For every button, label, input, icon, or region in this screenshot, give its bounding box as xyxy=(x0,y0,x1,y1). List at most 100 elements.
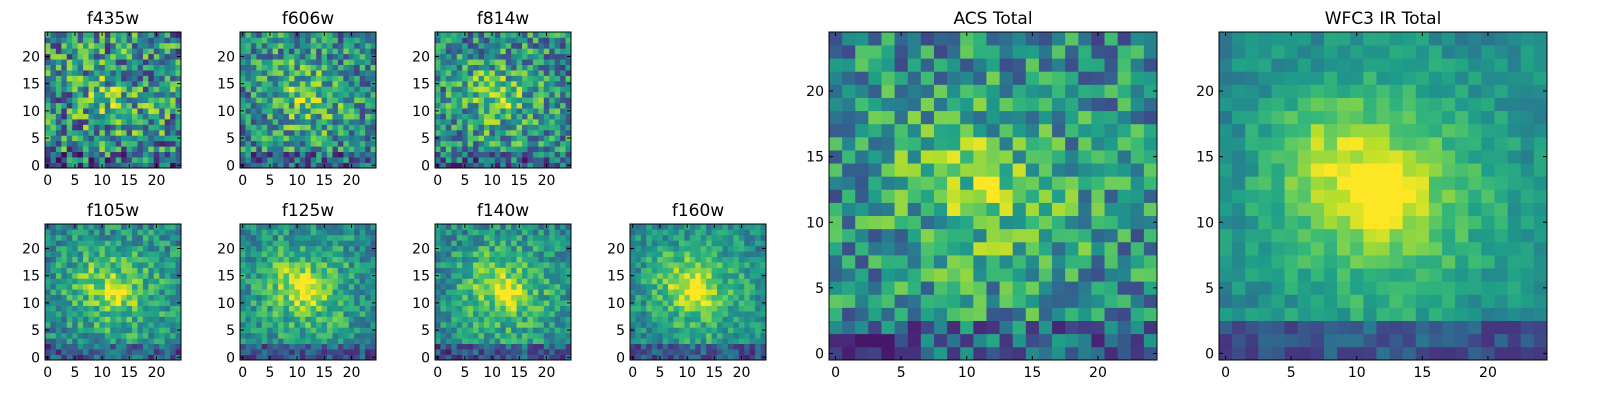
heatmap-cell xyxy=(142,289,149,296)
heatmap-cell xyxy=(278,354,284,361)
heatmap-cell xyxy=(267,129,273,136)
heatmap-cell xyxy=(532,32,539,38)
heatmap-cell xyxy=(445,140,452,147)
heatmap-cell xyxy=(110,354,117,361)
heatmap-cell xyxy=(316,311,322,317)
heatmap-cell xyxy=(148,75,155,82)
heatmap-cell xyxy=(321,146,328,153)
x-tick-label: 5 xyxy=(70,365,79,381)
heatmap-cell xyxy=(445,124,452,131)
heatmap-cell xyxy=(727,294,734,301)
heatmap-cell xyxy=(511,135,517,142)
heatmap-cell xyxy=(868,294,882,308)
y-tick-label: 10 xyxy=(22,104,40,120)
heatmap-cell xyxy=(170,338,176,345)
heatmap-cell xyxy=(299,108,306,114)
x-tick-label: 10 xyxy=(483,365,501,381)
heatmap-cell xyxy=(278,97,284,104)
heatmap-cell xyxy=(842,320,856,335)
heatmap-cell xyxy=(554,278,561,285)
heatmap-cell xyxy=(126,119,133,125)
heatmap-cell xyxy=(527,64,534,71)
heatmap-cell xyxy=(61,332,68,339)
heatmap-cell xyxy=(727,267,734,274)
heatmap-cell xyxy=(299,278,306,285)
heatmap-cell xyxy=(272,86,279,93)
heatmap-cell xyxy=(532,146,539,153)
heatmap-cell xyxy=(711,332,718,339)
heatmap-cell xyxy=(527,80,534,87)
heatmap-cell xyxy=(245,305,252,312)
heatmap-cell xyxy=(99,108,106,114)
heatmap-cell xyxy=(110,300,117,306)
heatmap-cell xyxy=(170,267,176,274)
heatmap-cell xyxy=(760,240,767,247)
heatmap-cell xyxy=(359,289,366,296)
heatmap-cell xyxy=(538,91,545,98)
heatmap-cell xyxy=(240,338,246,345)
heatmap-cell xyxy=(77,311,84,317)
heatmap-cell xyxy=(310,108,317,114)
heatmap-cell xyxy=(148,42,155,49)
heatmap-cell xyxy=(560,349,566,355)
y-tick-label: 20 xyxy=(22,50,40,66)
heatmap-cell xyxy=(456,108,463,114)
heatmap-cell xyxy=(673,267,680,274)
heatmap-cell xyxy=(881,189,895,203)
heatmap-cell xyxy=(115,311,122,317)
heatmap-cell xyxy=(148,278,155,285)
heatmap-cell xyxy=(278,305,284,312)
heatmap-cell xyxy=(175,48,182,55)
heatmap-cell xyxy=(175,70,182,76)
heatmap-cell xyxy=(365,91,371,98)
heatmap-cell xyxy=(337,311,344,317)
heatmap-cell xyxy=(365,80,371,87)
heatmap-cell xyxy=(511,91,517,98)
heatmap-cell xyxy=(920,268,935,282)
heatmap-cell xyxy=(760,305,767,312)
heatmap-cell xyxy=(348,316,355,323)
heatmap-cell xyxy=(478,267,485,274)
y-tick-label: 20 xyxy=(217,242,235,258)
heatmap-cell xyxy=(83,80,89,87)
heatmap-cell xyxy=(278,349,284,355)
heatmap-cell xyxy=(456,113,463,120)
heatmap-cell xyxy=(365,251,371,257)
heatmap-cell xyxy=(245,70,252,76)
heatmap-cell xyxy=(657,343,663,350)
heatmap-cell xyxy=(473,157,479,163)
heatmap-cell xyxy=(93,32,100,38)
heatmap-cell xyxy=(543,234,550,241)
heatmap-cell xyxy=(440,278,447,285)
heatmap-cell xyxy=(749,332,756,339)
heatmap-cell xyxy=(749,300,756,306)
heatmap-cell xyxy=(77,224,84,230)
x-tick-label: 0 xyxy=(433,173,442,189)
heatmap-cell xyxy=(142,70,149,76)
heatmap-cell xyxy=(305,343,312,350)
heatmap-cell xyxy=(630,338,636,345)
heatmap-cell xyxy=(565,124,572,131)
heatmap-cell xyxy=(711,305,718,312)
heatmap-cell xyxy=(332,135,339,142)
heatmap-cell xyxy=(522,140,528,147)
heatmap-cell xyxy=(646,300,653,306)
heatmap-cell xyxy=(456,48,463,55)
heatmap-cell xyxy=(527,349,534,355)
x-tick-label: 15 xyxy=(315,173,333,189)
heatmap-cell xyxy=(359,224,366,230)
heatmap-cell xyxy=(538,294,545,301)
heatmap-cell xyxy=(494,140,501,147)
heatmap-cell xyxy=(93,146,100,153)
heatmap-cell xyxy=(299,48,306,55)
heatmap-cell xyxy=(440,102,447,109)
heatmap-cell xyxy=(267,37,273,44)
heatmap-cell xyxy=(256,294,263,301)
heatmap-cell xyxy=(153,278,160,285)
heatmap-cell xyxy=(505,59,512,65)
heatmap-cell xyxy=(445,129,452,136)
heatmap-cell xyxy=(868,320,882,335)
heatmap-cell xyxy=(137,151,144,158)
heatmap-cell xyxy=(489,272,496,279)
